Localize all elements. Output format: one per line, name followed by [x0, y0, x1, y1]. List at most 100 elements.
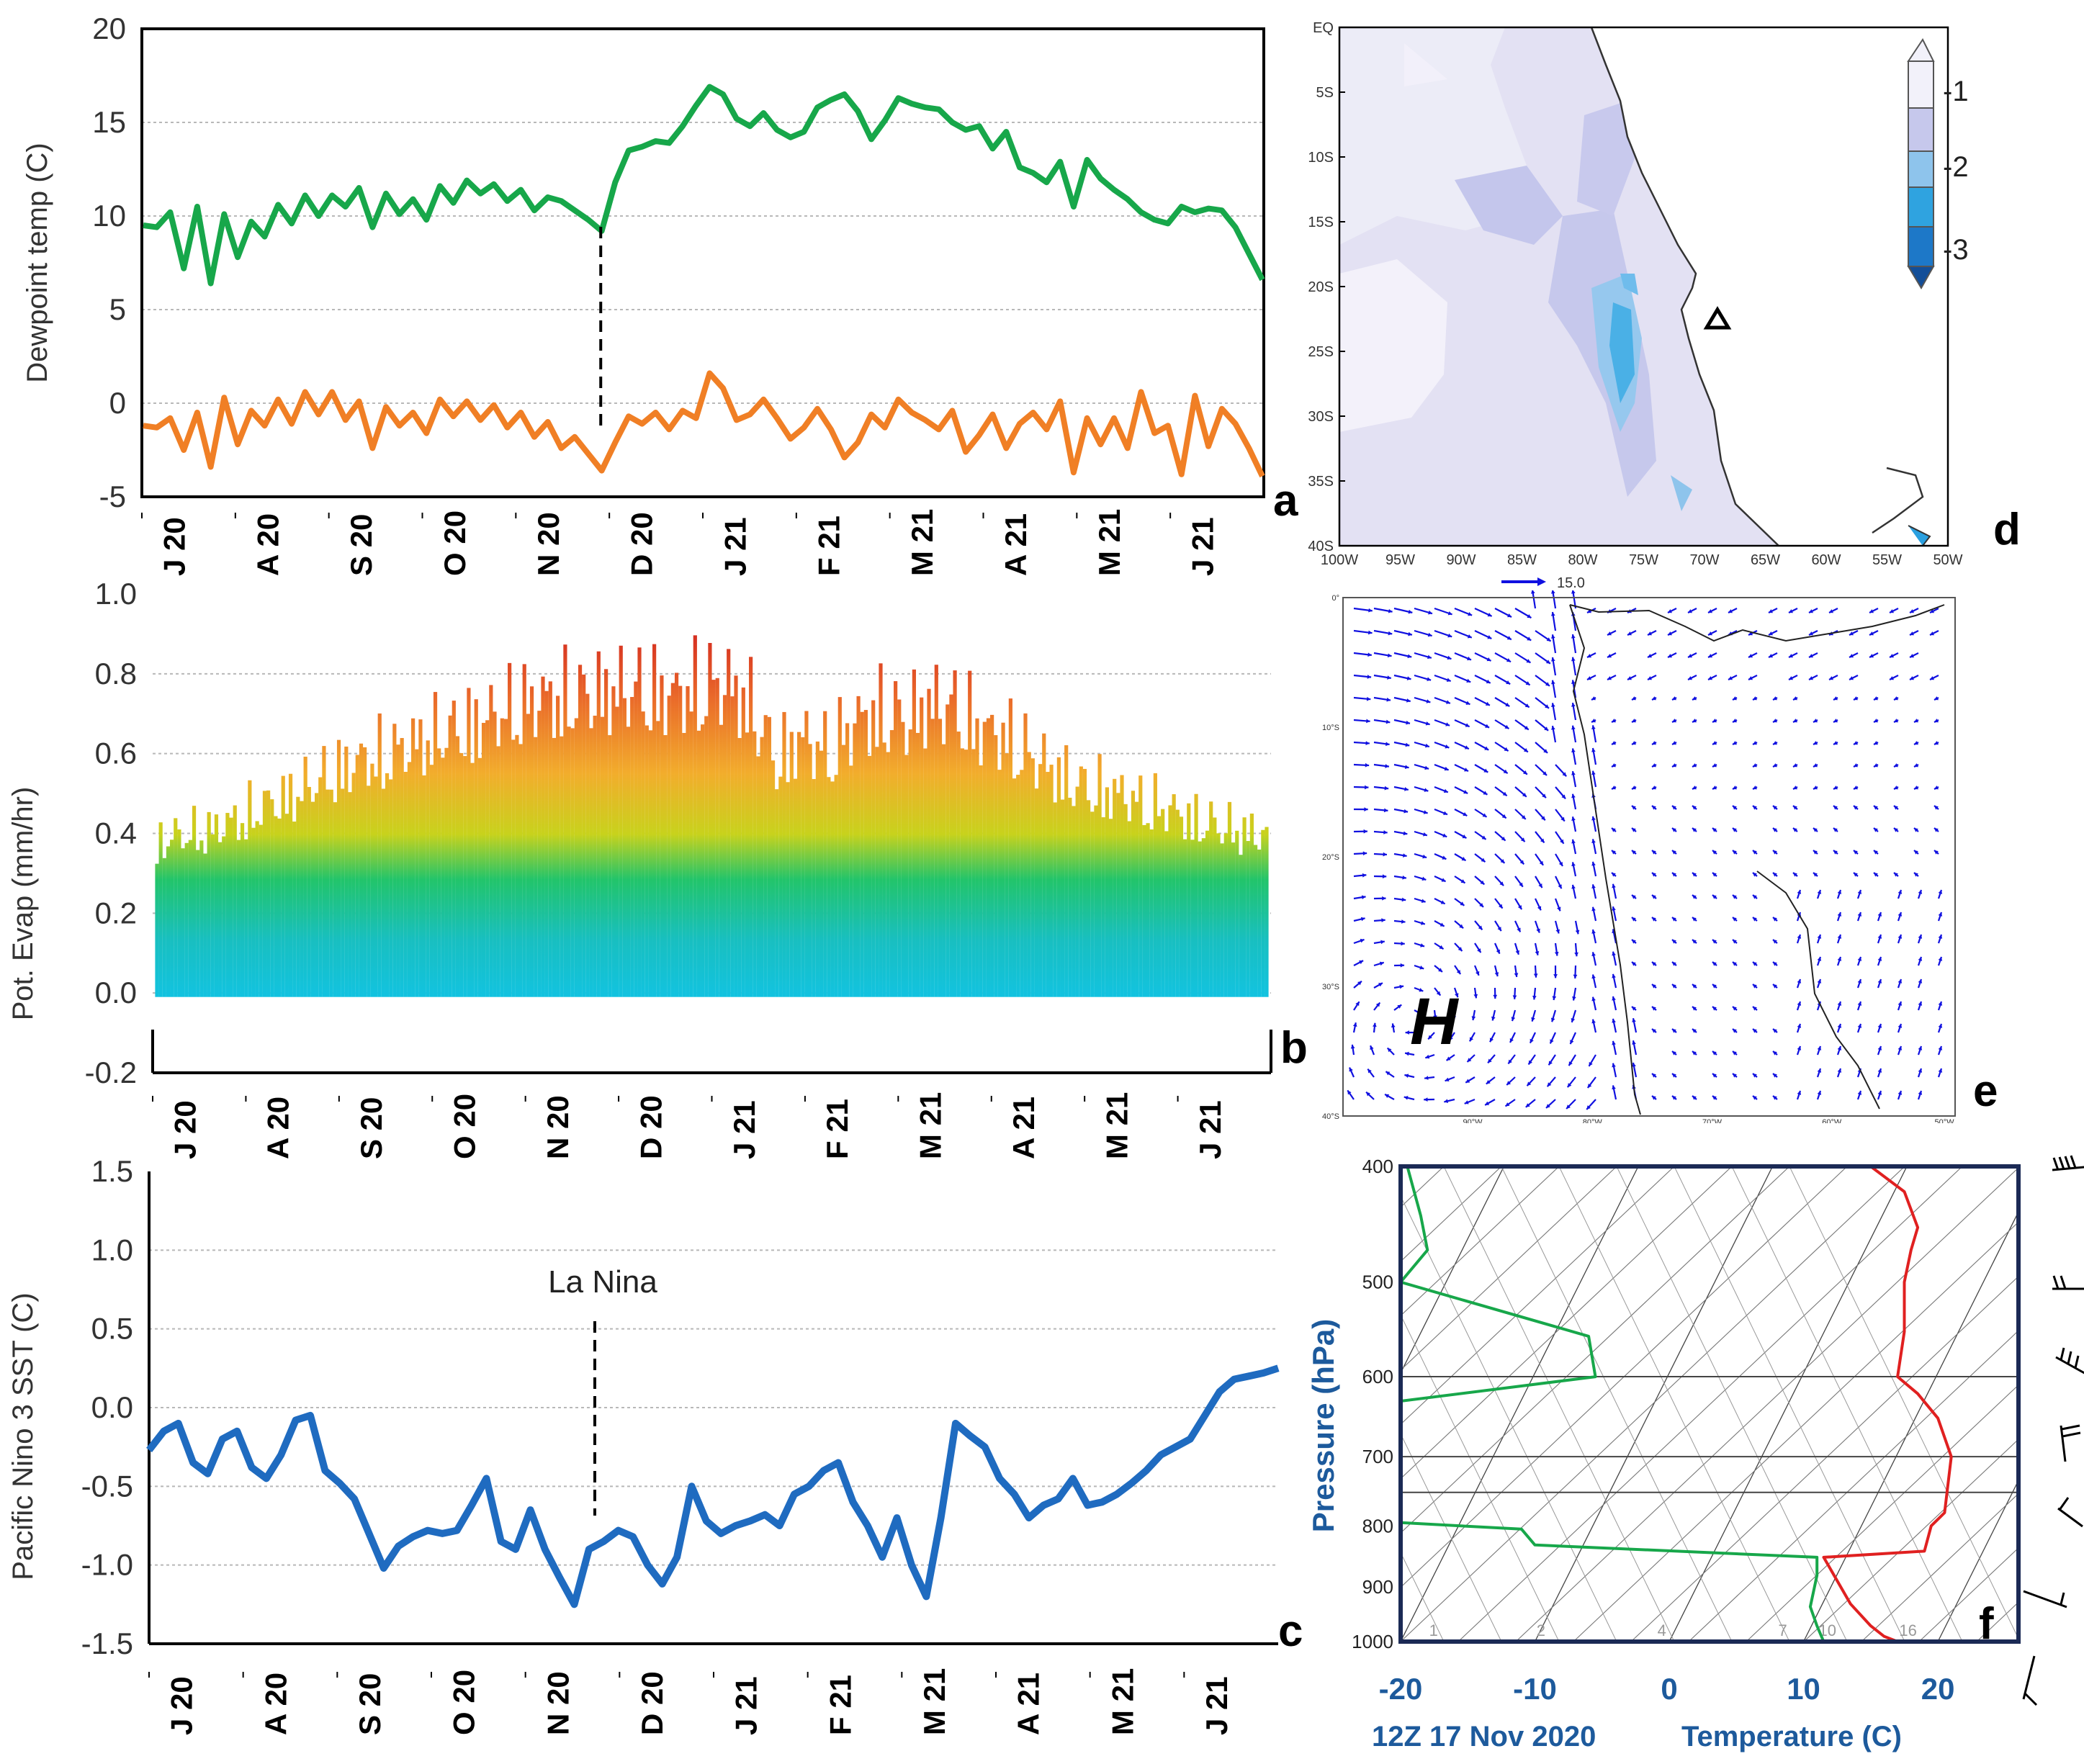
evap-bar	[719, 724, 723, 997]
evap-bar	[823, 711, 827, 997]
evap-bar	[556, 696, 560, 997]
x-tick-label: 20	[1921, 1672, 1955, 1706]
y-tick-label: 800	[1362, 1515, 1393, 1536]
evap-bar	[827, 777, 831, 997]
x-tick-label: J 21	[1200, 1676, 1234, 1735]
evap-bar	[518, 744, 523, 997]
evap-bar	[730, 696, 735, 997]
y-tick-label: 0.5	[91, 1312, 133, 1346]
la-nina-annotation: La Nina	[548, 1264, 657, 1300]
evap-bar	[474, 699, 478, 997]
evap-bar	[782, 711, 786, 997]
lon-tick-label: 60°W	[1822, 1118, 1842, 1123]
evap-bar	[515, 734, 519, 997]
x-tick-label: M 21	[917, 1668, 951, 1735]
x-tick-label: O 20	[438, 510, 472, 576]
evap-bar	[894, 681, 898, 997]
x-tick-label: F 21	[812, 516, 845, 576]
evap-bar	[284, 814, 289, 997]
evap-bar	[262, 791, 267, 997]
evap-bar	[1168, 805, 1172, 997]
evap-bar	[856, 696, 861, 997]
evap-bar	[296, 796, 300, 997]
evap-bar	[1090, 811, 1095, 997]
y-tick-label: -1.5	[81, 1626, 133, 1660]
evap-bar	[670, 683, 675, 997]
x-tick-label: M 21	[914, 1092, 948, 1159]
evap-bar	[400, 738, 404, 997]
lat-tick-label: 30°S	[1322, 983, 1339, 991]
dewpoint-series-line	[143, 84, 1265, 287]
y-tick-label: 20	[92, 12, 126, 45]
lon-tick-label: 80W	[1568, 552, 1597, 568]
x-tick-label: J 20	[165, 1676, 199, 1735]
evap-bar	[644, 725, 649, 997]
evap-bar	[1187, 803, 1191, 997]
evap-bar	[385, 773, 390, 997]
mixing-ratio-label: 4	[1658, 1621, 1666, 1639]
evap-bar	[1131, 791, 1136, 997]
evap-bar	[975, 718, 979, 997]
evap-bar	[448, 715, 452, 997]
evap-bar	[274, 816, 278, 997]
evap-bar	[1179, 816, 1184, 997]
lon-tick-label: 50°W	[1934, 1118, 1954, 1123]
x-tick-label: J 21	[1193, 1100, 1227, 1159]
evap-bar	[1172, 794, 1176, 997]
evap-bar	[315, 793, 319, 997]
evap-bar	[1183, 839, 1187, 997]
evap-bar	[797, 732, 801, 997]
evap-bar	[786, 782, 790, 997]
evap-bar	[704, 716, 709, 997]
evap-bar	[1082, 768, 1087, 997]
evap-bar	[496, 746, 500, 997]
evap-bar	[1261, 829, 1265, 997]
y-tick-label: 1.0	[95, 577, 137, 611]
panel-b-chart: 1.0 0.8 0.6 0.4 0.2 0.0 -0.2 Pot. Evap (mm/hr)…	[7, 577, 1272, 1159]
evap-bar	[1227, 801, 1232, 997]
evap-bar	[1231, 842, 1236, 997]
lat-tick-label: 20S	[1308, 279, 1334, 295]
evap-bar	[415, 749, 419, 997]
evap-bar	[901, 721, 905, 997]
evap-bar	[753, 731, 757, 997]
panel-a-frame	[140, 27, 1265, 498]
x-tick-label: 0	[1661, 1672, 1677, 1706]
evap-bar	[300, 801, 304, 997]
evap-bar	[1123, 804, 1128, 997]
evap-bar	[560, 736, 564, 997]
evap-bar	[236, 840, 241, 997]
evap-bar	[233, 805, 237, 997]
wind-barb-icons	[2022, 1155, 2084, 1706]
evap-bar	[920, 697, 924, 997]
evap-bar	[541, 676, 545, 997]
lat-tick-label: 5S	[1316, 85, 1334, 101]
evap-bar	[982, 721, 987, 997]
evap-bar	[177, 829, 181, 997]
evap-bar	[225, 813, 230, 997]
evap-bar	[270, 799, 274, 997]
evap-bar	[210, 834, 215, 997]
depression-series-line	[143, 370, 1265, 478]
x-tick-label: S 20	[344, 514, 378, 576]
evap-bar	[711, 680, 716, 997]
y-tick-label: 0.8	[95, 657, 137, 690]
x-tick-label: N 20	[531, 512, 565, 576]
evap-bar	[1239, 855, 1243, 997]
x-tick-label: M 21	[1092, 509, 1126, 576]
evap-bar	[789, 732, 794, 997]
evap-bar	[222, 836, 226, 997]
x-tick-label: M 21	[1100, 1092, 1133, 1159]
evap-bar	[403, 771, 408, 997]
lat-tick-label: 35S	[1308, 474, 1334, 490]
evap-bar	[188, 840, 192, 997]
x-tick-label: D 20	[625, 512, 659, 576]
evap-bar	[915, 732, 920, 997]
evap-bar	[1249, 813, 1254, 997]
lon-tick-label: 95W	[1385, 552, 1415, 568]
evap-bar	[1064, 745, 1069, 997]
panel-e-vectors: 0° 10°S 20°S 30°S 40°S 90°W 80°W 70°W 60°W 50°W H	[1322, 590, 1956, 1123]
evap-bar	[1153, 773, 1157, 997]
evap-bar	[455, 736, 460, 997]
evap-bar	[1038, 764, 1043, 997]
